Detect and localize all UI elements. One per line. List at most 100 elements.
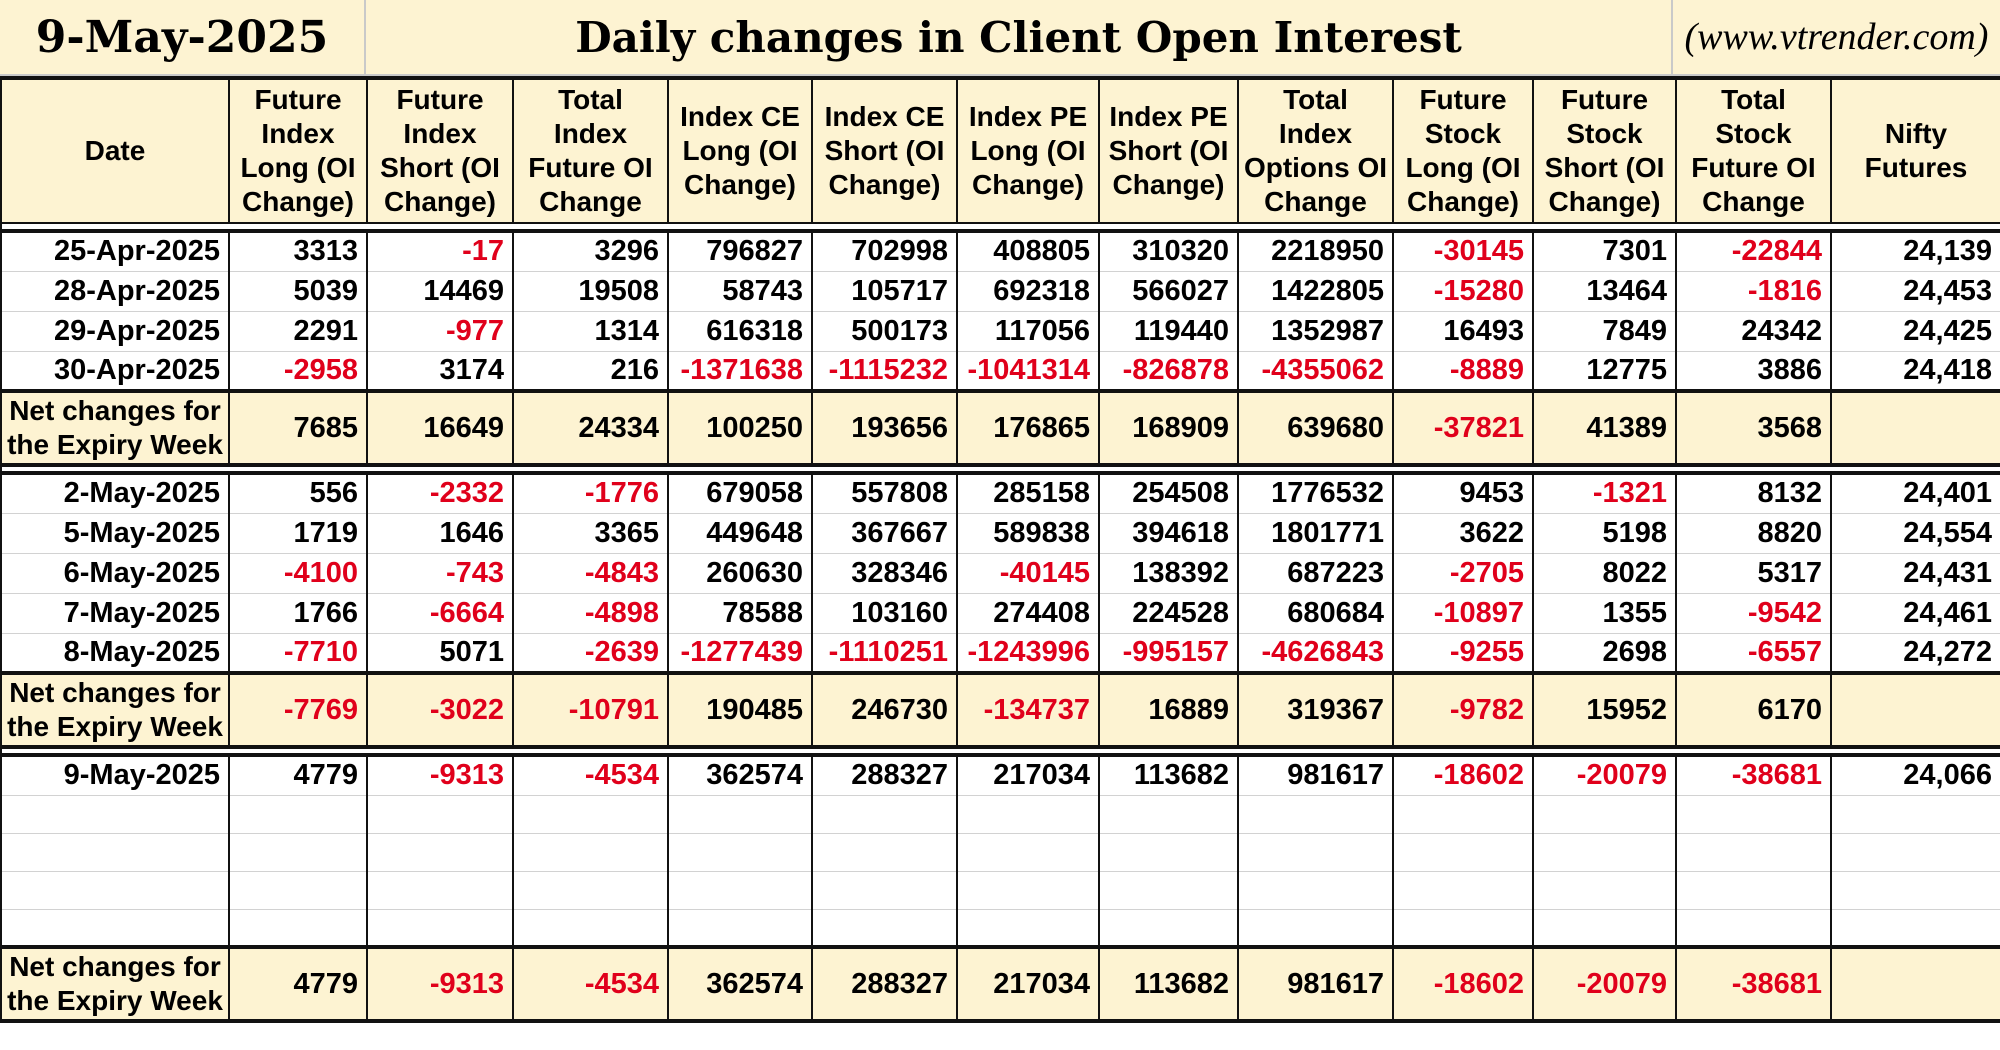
value-cell <box>366 795 514 834</box>
value-cell: -4626843 <box>1237 633 1394 675</box>
col-header-nifty-futures: Nifty Futures <box>1830 76 2000 224</box>
value-cell: 5071 <box>366 633 514 675</box>
net-value-cell: -4534 <box>512 947 669 1023</box>
col-header-total-index-options: Total Index Options OI Change <box>1237 76 1394 224</box>
value-cell: 24,554 <box>1830 513 2000 554</box>
value-cell: -9313 <box>366 755 514 796</box>
value-cell: 702998 <box>811 231 958 272</box>
value-cell: 687223 <box>1237 553 1394 594</box>
value-cell: 12775 <box>1532 351 1677 393</box>
value-cell: 254508 <box>1098 473 1239 514</box>
net-value-cell: 24334 <box>512 391 669 467</box>
date-cell: 2-May-2025 <box>0 473 230 514</box>
value-cell <box>1237 871 1394 910</box>
value-cell <box>1237 909 1394 949</box>
value-cell: 24,418 <box>1830 351 2000 393</box>
net-value-cell: 16889 <box>1098 673 1239 749</box>
group-separator <box>0 465 2000 475</box>
table-row: 7-May-2025 1766 -6664 -4898 78588 103160 27440… <box>0 593 2000 634</box>
value-cell: -1243996 <box>956 633 1100 675</box>
group-separator <box>0 747 2000 757</box>
table-row: 8-May-2025 -7710 5071 -2639 -1277439 -1110251… <box>0 633 2000 675</box>
value-cell <box>512 871 669 910</box>
value-cell: 3296 <box>512 231 669 272</box>
net-changes-row: Net changes for the Expiry Week 7685 16649… <box>0 391 2000 467</box>
value-cell: -1321 <box>1532 473 1677 514</box>
value-cell <box>228 871 368 910</box>
separator-cell <box>0 223 2000 233</box>
value-cell <box>366 871 514 910</box>
net-value-cell: -20079 <box>1532 947 1677 1023</box>
group-separator <box>0 223 2000 233</box>
table-row: 28-Apr-2025 5039 14469 19508 58743 105717 6923… <box>0 271 2000 312</box>
net-changes-label: Net changes for the Expiry Week <box>0 673 230 749</box>
value-cell: 13464 <box>1532 271 1677 312</box>
value-cell: 566027 <box>1098 271 1239 312</box>
value-cell: 5317 <box>1675 553 1832 594</box>
date-cell <box>0 871 230 910</box>
net-value-cell: 176865 <box>956 391 1100 467</box>
value-cell <box>1830 795 2000 834</box>
value-cell: 1646 <box>366 513 514 554</box>
table-row: 5-May-2025 1719 1646 3365 449648 367667 589838… <box>0 513 2000 554</box>
value-cell <box>956 909 1100 949</box>
value-cell <box>1675 871 1832 910</box>
value-cell: -826878 <box>1098 351 1239 393</box>
value-cell: 113682 <box>1098 755 1239 796</box>
net-value-cell: 288327 <box>811 947 958 1023</box>
value-cell: 7849 <box>1532 311 1677 352</box>
value-cell <box>512 795 669 834</box>
col-header-future-index-short: Future Index Short (OI Change) <box>366 76 514 224</box>
col-header-date: Date <box>0 76 230 224</box>
net-value-cell: 217034 <box>956 947 1100 1023</box>
source-credit: (www.vtrender.com) <box>1673 0 2000 76</box>
date-cell <box>0 795 230 834</box>
value-cell: 78588 <box>667 593 813 634</box>
value-cell <box>811 871 958 910</box>
value-cell <box>811 909 958 949</box>
value-cell: 589838 <box>956 513 1100 554</box>
value-cell <box>366 909 514 949</box>
date-cell: 8-May-2025 <box>0 633 230 675</box>
net-value-cell: 100250 <box>667 391 813 467</box>
value-cell: -17 <box>366 231 514 272</box>
net-value-cell: 3568 <box>1675 391 1832 467</box>
col-header-index-pe-short: Index PE Short (OI Change) <box>1098 76 1239 224</box>
value-cell: 288327 <box>811 755 958 796</box>
net-value-cell: 190485 <box>667 673 813 749</box>
net-changes-label: Net changes for the Expiry Week <box>0 947 230 1023</box>
value-cell: 274408 <box>956 593 1100 634</box>
value-cell <box>667 871 813 910</box>
value-cell: 557808 <box>811 473 958 514</box>
empty-row <box>0 871 2000 910</box>
value-cell <box>1392 909 1534 949</box>
date-cell: 30-Apr-2025 <box>0 351 230 393</box>
net-changes-row: Net changes for the Expiry Week -7769 -302… <box>0 673 2000 749</box>
value-cell <box>1675 795 1832 834</box>
value-cell: -995157 <box>1098 633 1239 675</box>
value-cell: 24,425 <box>1830 311 2000 352</box>
value-cell: 24,461 <box>1830 593 2000 634</box>
value-cell: 24,139 <box>1830 231 2000 272</box>
value-cell: 24,272 <box>1830 633 2000 675</box>
value-cell <box>1830 833 2000 872</box>
value-cell: -2705 <box>1392 553 1534 594</box>
value-cell <box>1237 795 1394 834</box>
value-cell: 4779 <box>228 755 368 796</box>
value-cell: -22844 <box>1675 231 1832 272</box>
value-cell <box>1392 795 1534 834</box>
header-row: Date Future Index Long (OI Change) Futur… <box>0 76 2000 224</box>
value-cell: 1719 <box>228 513 368 554</box>
open-interest-table: Date Future Index Long (OI Change) Futur… <box>0 76 2000 1023</box>
value-cell: 1352987 <box>1237 311 1394 352</box>
value-cell: 2698 <box>1532 633 1677 675</box>
value-cell: 408805 <box>956 231 1100 272</box>
net-value-cell: -10791 <box>512 673 669 749</box>
value-cell: -40145 <box>956 553 1100 594</box>
net-value-cell: 639680 <box>1237 391 1394 467</box>
net-value-cell: 7685 <box>228 391 368 467</box>
date-cell: 29-Apr-2025 <box>0 311 230 352</box>
value-cell: 19508 <box>512 271 669 312</box>
value-cell <box>228 795 368 834</box>
value-cell: -7710 <box>228 633 368 675</box>
